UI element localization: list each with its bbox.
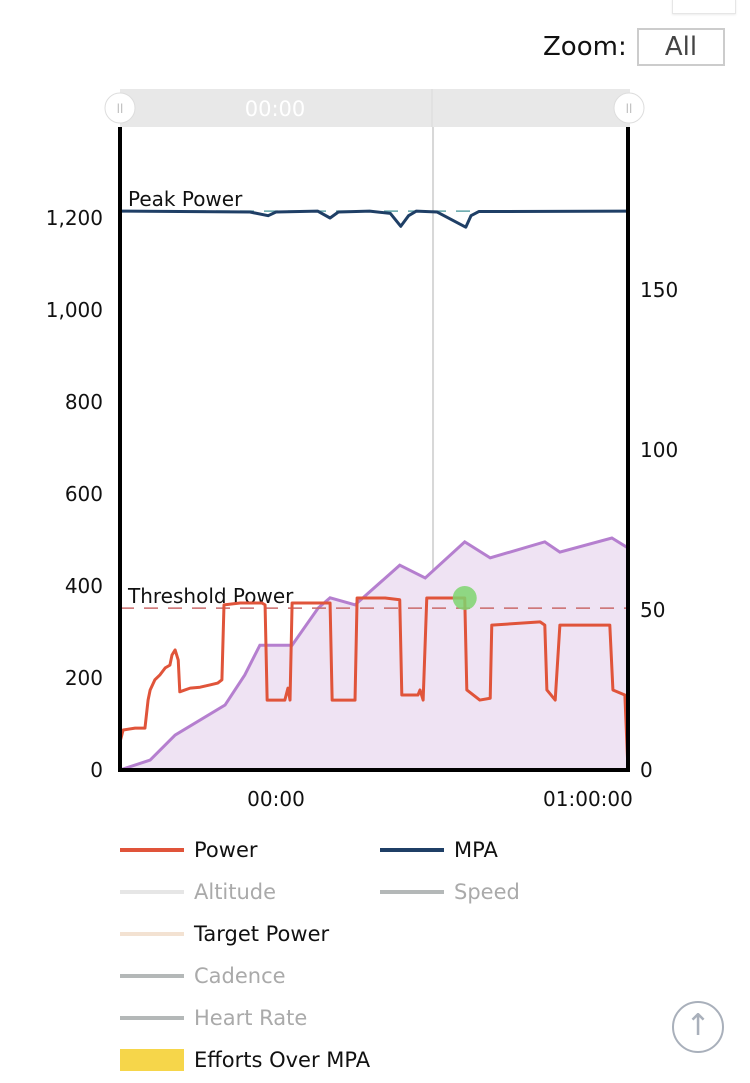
legend-item-heart-rate[interactable]: Heart Rate	[120, 1006, 307, 1030]
y-left-tick-label: 800	[65, 390, 103, 414]
legend-swatch	[120, 932, 184, 936]
plot-line-label: Peak Power	[128, 187, 243, 211]
x-tick-label: 00:00	[247, 787, 305, 811]
navigator-label: 00:00	[245, 97, 306, 121]
legend-swatch	[380, 890, 444, 894]
navigator-track	[120, 89, 630, 127]
legend-swatch	[120, 848, 184, 852]
y-left-tick-label: 0	[90, 758, 103, 782]
grip-icon: ll	[626, 102, 633, 116]
y-left-tick-label: 400	[65, 574, 103, 598]
scroll-to-top-button[interactable]: ↑	[672, 1001, 724, 1053]
plot-line-label: Threshold Power	[127, 584, 294, 608]
area-fill-2	[120, 538, 628, 770]
series-mpa-line	[119, 209, 629, 229]
legend-label: Target Power	[194, 922, 330, 946]
top-panel-edge	[672, 0, 736, 14]
navigator-handle-left[interactable]	[104, 92, 136, 124]
legend-item-target-power[interactable]: Target Power	[120, 922, 329, 946]
legend-swatch	[120, 974, 184, 978]
legend-label: Altitude	[194, 880, 277, 904]
legend-label: Speed	[454, 880, 520, 904]
legend-item-speed[interactable]: Speed	[380, 880, 520, 904]
legend-item-altitude[interactable]: Altitude	[120, 880, 276, 904]
legend-swatch	[120, 1016, 184, 1020]
legend-item-cadence[interactable]: Cadence	[120, 964, 286, 988]
legend-label: Efforts Over MPA	[194, 1048, 371, 1072]
legend-item-mpa[interactable]: MPA	[380, 838, 498, 862]
y-right-tick-label: 100	[640, 438, 678, 462]
legend-label: MPA	[454, 838, 498, 862]
y-left-tick-label: 200	[65, 666, 103, 690]
y-right-tick-label: 150	[640, 278, 678, 302]
series-power-line	[118, 596, 630, 771]
legend-label: Heart Rate	[194, 1006, 308, 1030]
grip-icon: ll	[117, 102, 124, 116]
legend-label: Power	[194, 838, 258, 862]
y-left-tick-label: 1,000	[46, 298, 103, 322]
area-line-2	[119, 536, 629, 772]
legend-swatch	[120, 1049, 184, 1071]
legend-item-efforts-over-mpa[interactable]: Efforts Over MPA	[120, 1048, 370, 1072]
x-tick-label: 01:00:00	[543, 787, 633, 811]
navigator-handle-right[interactable]	[613, 92, 645, 124]
legend-item-power[interactable]: Power	[120, 838, 258, 862]
legend-label: Cadence	[194, 964, 286, 988]
zoom-all-button[interactable]: All	[637, 28, 725, 66]
legend-swatch	[380, 848, 444, 852]
legend-swatch	[120, 890, 184, 894]
y-right-tick-label: 50	[640, 598, 665, 622]
hover-marker	[452, 585, 477, 610]
zoom-label: Zoom:	[543, 32, 627, 62]
y-left-tick-label: 600	[65, 482, 103, 506]
y-right-tick-label: 0	[640, 758, 653, 782]
y-left-tick-label: 1,200	[46, 206, 103, 230]
arrow-up-icon: ↑	[685, 1008, 711, 1043]
